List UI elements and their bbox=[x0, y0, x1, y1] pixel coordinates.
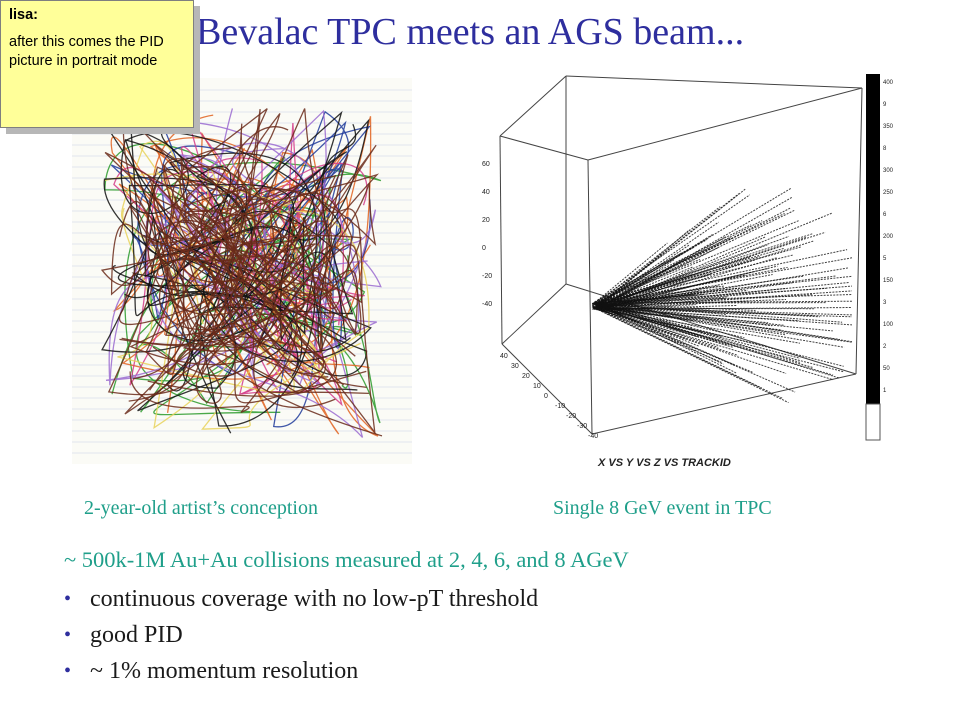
bullet-dot-icon: • bbox=[64, 660, 72, 682]
x-tick-label: -10 bbox=[555, 403, 565, 410]
bullet-text: continuous coverage with no low-pT thres… bbox=[90, 586, 539, 612]
colorbar-scale bbox=[866, 74, 880, 404]
colorbar-tick-label: 350 bbox=[883, 124, 894, 130]
colorbar-tick-label: 8 bbox=[883, 146, 887, 152]
x-tick-label: 30 bbox=[511, 363, 519, 370]
caption-tpc-event: Single 8 GeV event in TPC bbox=[553, 497, 772, 519]
bullet-item: • continuous coverage with no low-pT thre… bbox=[64, 586, 538, 622]
colorbar-tick-label: 400 bbox=[883, 80, 894, 86]
colorbar-tick-label: 3 bbox=[883, 300, 887, 306]
colorbar-tick-label: 50 bbox=[883, 366, 890, 372]
bullet-list: • continuous coverage with no low-pT thre… bbox=[64, 586, 538, 694]
x-tick-label: 10 bbox=[533, 383, 541, 390]
colorbar-low-end bbox=[865, 403, 881, 441]
bullet-item: • good PID bbox=[64, 622, 538, 658]
x-tick-label: -30 bbox=[577, 423, 587, 430]
bullet-item: • ~ 1% momentum resolution bbox=[64, 658, 538, 694]
x-tick-label: -40 bbox=[588, 433, 598, 440]
colorbar-tick-label: 300 bbox=[883, 168, 894, 174]
colorbar-tick-label: 6 bbox=[883, 212, 887, 218]
artist-drawing bbox=[72, 78, 412, 464]
bullet-dot-icon: • bbox=[64, 588, 72, 610]
colorbar-tick-label: 250 bbox=[883, 190, 894, 196]
scribble-image bbox=[72, 89, 412, 454]
note-text: after this comes the PID picture in port… bbox=[9, 34, 164, 69]
colorbar-tick-label: 9 bbox=[883, 102, 887, 108]
bullet-text: good PID bbox=[90, 622, 183, 648]
bullet-text: ~ 1% momentum resolution bbox=[90, 658, 359, 684]
caption-artist: 2-year-old artist’s conception bbox=[84, 497, 318, 519]
y-tick-label: 0 bbox=[482, 245, 486, 252]
bullet-dot-icon: • bbox=[64, 624, 72, 646]
y-tick-label: -40 bbox=[482, 301, 492, 308]
colorbar-tick-label: 100 bbox=[883, 322, 894, 328]
slide-title: Bevalac TPC meets an AGS beam... bbox=[196, 11, 745, 53]
colorbar-tick-label: 1 bbox=[883, 388, 887, 394]
colorbar-tick-label: 5 bbox=[883, 256, 887, 262]
x-tick-label: 40 bbox=[500, 353, 508, 360]
tpc-event-plot: 60 40 20 0 -20 -40 40 30 20 10 0 -10 -20 -30 -40 400 9 3… bbox=[480, 74, 894, 470]
y-tick-label: 40 bbox=[482, 189, 490, 196]
y-tick-label: 20 bbox=[482, 217, 490, 224]
plot-axis-label: X VS Y VS Z VS TRACKID bbox=[597, 457, 731, 469]
x-tick-label: -20 bbox=[566, 413, 576, 420]
note-author: lisa: bbox=[9, 7, 39, 23]
y-tick-label: -20 bbox=[482, 273, 492, 280]
y-tick-label: 60 bbox=[482, 161, 490, 168]
colorbar-tick-label: 200 bbox=[883, 234, 894, 240]
colorbar-tick-label: 150 bbox=[883, 278, 894, 284]
colorbar-tick-label: 2 bbox=[883, 344, 887, 350]
x-tick-label: 20 bbox=[522, 373, 530, 380]
collisions-summary: ~ 500k-1M Au+Au collisions measured at 2… bbox=[64, 547, 629, 572]
x-tick-label: 0 bbox=[544, 393, 548, 400]
sticky-note-comment[interactable]: lisa: after this comes the PID picture i… bbox=[0, 0, 194, 128]
